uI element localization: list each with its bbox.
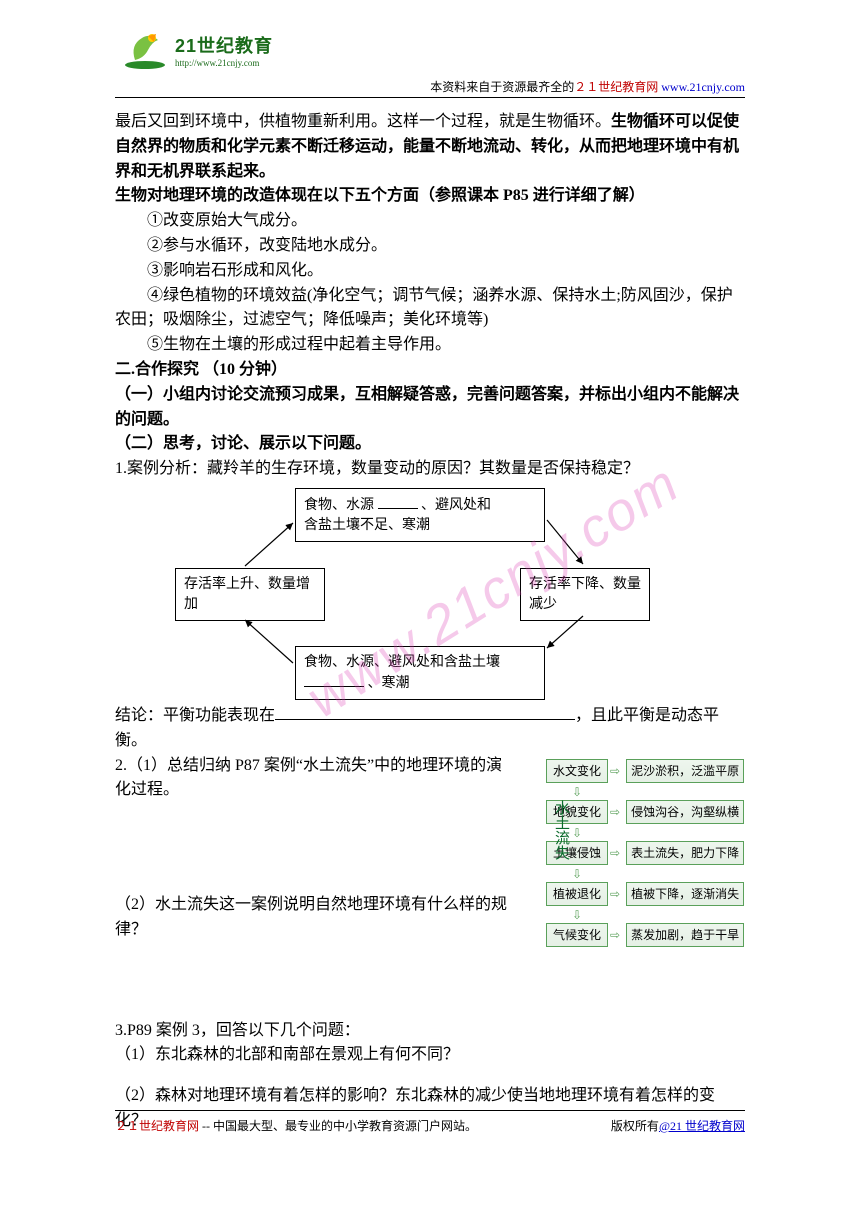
diagram-left-box: 存活率上升、数量增加 — [175, 568, 325, 621]
li5: ⑤生物在土壤的形成过程中起着主导作用。 — [115, 333, 745, 358]
fig-row: 气候变化⇨蒸发加剧，趋于干旱 — [546, 922, 745, 949]
logo-icon — [120, 30, 170, 70]
footer-right: 版权所有@21 世纪教育网 — [611, 1117, 745, 1134]
dbot-b: 、寒潮 — [368, 676, 410, 691]
sec2-1: （一）小组内讨论交流预习成果，互相解疑答惑，完善问题答案，并标出小组内不能解决的… — [115, 383, 745, 433]
main-content: 最后又回到环境中，供植物重新利用。这样一个过程，就是生物循环。生物循环可以促使自… — [115, 110, 745, 1134]
li3: ③影响岩石形成和风化。 — [115, 259, 745, 284]
fig-right-cell: 蒸发加剧，趋于干旱 — [626, 923, 744, 948]
dtop-a: 食物、水源 — [304, 498, 374, 513]
dtop-b: 、避风处和 — [421, 498, 491, 513]
header-black: 本资料来自于资源最齐全的 — [430, 80, 574, 94]
blank-top[interactable] — [378, 495, 418, 509]
sec2-title: 二.合作探究 （10 分钟） — [115, 358, 745, 383]
fig-vlabel: 水土流失 — [546, 758, 568, 903]
q3: 3.P89 案例 3，回答以下几个问题： — [115, 1019, 745, 1044]
blank-conclusion[interactable] — [275, 706, 575, 720]
dtop-c: 含盐土壤不足、寒潮 — [304, 518, 430, 533]
q1: 1.案例分析：藏羚羊的生存环境，数量变动的原因？其数量是否保持稳定？ — [115, 457, 745, 482]
sec2-2: （二）思考，讨论、展示以下问题。 — [115, 432, 745, 457]
conclusion: 结论：平衡功能表现在，且此平衡是动态平衡。 — [115, 704, 745, 754]
logo-text-url: http://www.21cnjy.com — [175, 58, 273, 68]
blank-bottom[interactable] — [304, 673, 364, 687]
li4: ④绿色植物的环境效益(净化空气；调节气候；涵养水源、保持水土;防风固沙，保护农田… — [115, 284, 745, 334]
ft-right-pre: 版权所有 — [611, 1119, 659, 1133]
diagram-top-box: 食物、水源 、避风处和 含盐土壤不足、寒潮 — [295, 488, 545, 542]
arrow-right-icon: ⇨ — [608, 885, 622, 904]
li1: ①改变原始大气成分。 — [115, 209, 745, 234]
arrow-right-icon: ⇨ — [608, 844, 622, 863]
header-source-line: 本资料来自于资源最齐全的２１世纪教育网 www.21cnjy.com — [115, 78, 745, 98]
fig-left-cell: 气候变化 — [546, 923, 608, 948]
p1-text: 最后又回到环境中，供植物重新利用。这样一个过程，就是生物循环。 — [115, 113, 611, 130]
ft-right-link[interactable]: @21 世纪教育网 — [659, 1119, 745, 1133]
diagram-bottom-box: 食物、水源、避风处和含盐土壤 、寒潮 — [295, 646, 545, 700]
fig-row: 土壤侵蚀⇨表土流失，肥力下降 — [546, 840, 745, 867]
li2: ②参与水循环，改变陆地水成分。 — [115, 234, 745, 259]
cycle-diagram: 食物、水源 、避风处和 含盐土壤不足、寒潮 存活率上升、数量增加 存活率下降、数… — [175, 488, 655, 698]
diagram-right-box: 存活率下降、数量减少 — [520, 568, 650, 621]
q3-1: （1）东北森林的北部和南部在景观上有何不同？ — [115, 1043, 745, 1068]
ft-red: ２１世纪教育网 — [115, 1119, 199, 1133]
erosion-figure: 水土流失 水文变化⇨泥沙淤积，泛滥平原⇩地貌变化⇨侵蚀沟谷，沟壑纵横⇩土壤侵蚀⇨… — [520, 756, 745, 951]
para-intro: 最后又回到环境中，供植物重新利用。这样一个过程，就是生物循环。生物循环可以促使自… — [115, 110, 745, 184]
arrow-down-icon: ⇩ — [546, 910, 608, 920]
arrow-right-icon: ⇨ — [608, 926, 622, 945]
fig-right-cell: 表土流失，肥力下降 — [626, 841, 744, 866]
arrow-right-icon: ⇨ — [608, 762, 622, 781]
fig-row: 植被退化⇨植被下降，逐渐消失 — [546, 881, 745, 908]
header-red: ２１世纪教育网 — [574, 80, 658, 94]
fig-row: 水文变化⇨泥沙淤积，泛滥平原 — [546, 758, 745, 785]
page-footer: ２１世纪教育网 -- 中国最大型、最专业的中小学教育资源门户网站。 版权所有@2… — [115, 1110, 745, 1134]
logo-text-cn: 21世纪教育 — [175, 32, 273, 58]
conc-pre: 结论：平衡功能表现在 — [115, 707, 275, 724]
dbot-a: 食物、水源、避风处和含盐土壤 — [304, 655, 500, 670]
arrow-right-icon: ⇨ — [608, 803, 622, 822]
header-logo: 21世纪教育 http://www.21cnjy.com — [120, 30, 273, 70]
fig-right-cell: 泥沙淤积，泛滥平原 — [626, 759, 744, 784]
p2-title: 生物对地理环境的改造体现在以下五个方面（参照课本 P85 进行详细了解） — [115, 184, 745, 209]
fig-right-cell: 侵蚀沟谷，沟壑纵横 — [626, 800, 744, 825]
ft-rest: -- 中国最大型、最专业的中小学教育资源门户网站。 — [199, 1119, 477, 1133]
fig-right-cell: 植被下降，逐渐消失 — [626, 882, 744, 907]
fig-row: 地貌变化⇨侵蚀沟谷，沟壑纵横 — [546, 799, 745, 826]
footer-left: ２１世纪教育网 -- 中国最大型、最专业的中小学教育资源门户网站。 — [115, 1117, 477, 1134]
header-link[interactable]: www.21cnjy.com — [661, 80, 745, 94]
